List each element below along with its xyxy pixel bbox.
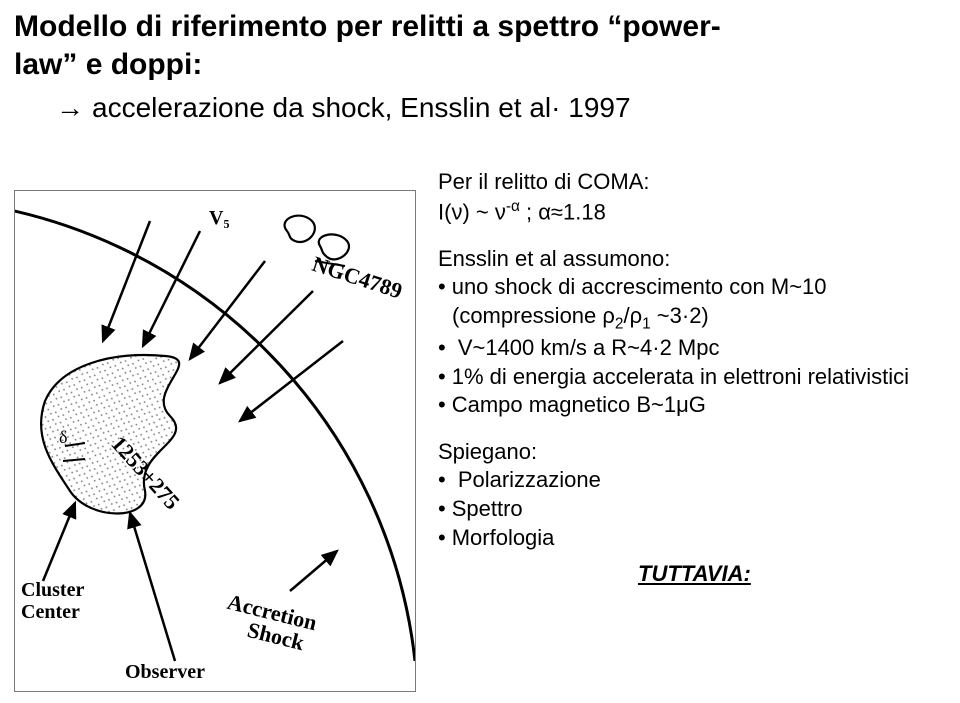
assumono-item: 1% di energia accelerata in elettroni re… [438,363,946,392]
assumono-item: Campo magnetico B~1μG [438,391,946,420]
spiegano-item: Morfologia [438,524,946,553]
assumono-item: uno shock di accrescimento con M~10 (com… [438,273,946,334]
spiegano-item: Polarizzazione [438,466,946,495]
spiegano-block: Spiegano: Polarizzazione Spettro Morfolo… [438,438,946,589]
arrow-icon: → [56,92,84,123]
right-column: Per il relitto di COMA: I(ν) ~ ν-α ; α≈1… [438,168,946,607]
title-subline: → accelerazione da shock, Ensslin et al· … [56,90,631,125]
diagram-label-vs: V₅ [209,207,229,230]
shock-diagram: V₅ NGC4789 1253+275 δ Cluster Center Obs… [14,190,416,692]
spiegano-item: Spettro [438,495,946,524]
assumono-item: V~1400 km/s a R~4·2 Mpc [438,334,946,363]
subline-text: accelerazione da shock, Ensslin et al· 1… [92,92,631,123]
diagram-label-cluster-1: Cluster [21,579,84,602]
diagram-label-cluster-2: Center [21,601,80,624]
coma-block: Per il relitto di COMA: I(ν) ~ ν-α ; α≈1… [438,168,946,227]
coma-heading: Per il relitto di COMA: [438,168,946,197]
title-line-2: law” e doppi: [14,46,946,84]
assumono-block: Ensslin et al assumono: uno shock di acc… [438,245,946,420]
assumono-heading: Ensslin et al assumono: [438,245,946,274]
spiegano-list: Polarizzazione Spettro Morfologia [438,466,946,552]
spiegano-heading: Spiegano: [438,438,946,467]
assumono-list: uno shock di accrescimento con M~10 (com… [438,273,946,420]
page-title: Modello di riferimento per relitti a spe… [14,8,946,83]
coma-formula: I(ν) ~ ν-α ; α≈1.18 [438,197,946,227]
title-line-1: Modello di riferimento per relitti a spe… [14,8,946,46]
diagram-label-delta: δ [59,427,67,448]
tuttavia-label: TUTTAVIA: [638,560,946,589]
diagram-label-observer: Observer [125,661,205,684]
